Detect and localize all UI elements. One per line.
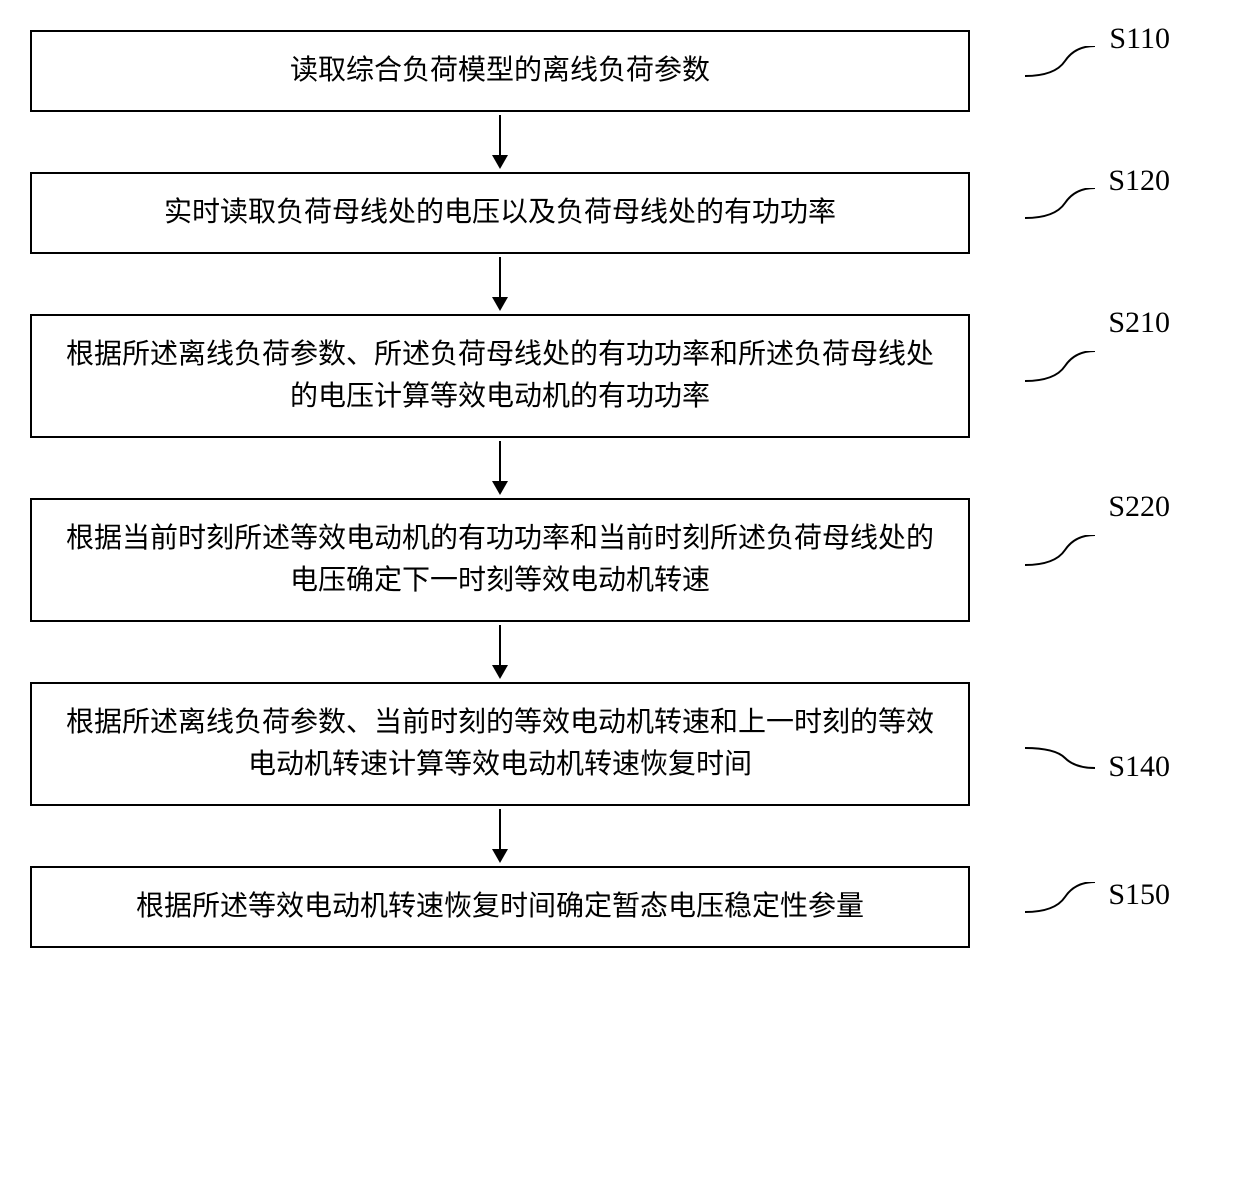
step-row: 读取综合负荷模型的离线负荷参数 S110	[30, 30, 1210, 112]
step-label: S110	[1109, 22, 1170, 56]
arrow-line-icon	[499, 441, 501, 481]
step-text: 根据所述等效电动机转速恢复时间确定暂态电压稳定性参量	[136, 891, 864, 922]
step-text: 根据所述离线负荷参数、当前时刻的等效电动机转速和上一时刻的等效电动机转速计算等效…	[66, 707, 934, 780]
step-row: 实时读取负荷母线处的电压以及负荷母线处的有功功率 S120	[30, 172, 1210, 254]
step-box-s150: 根据所述等效电动机转速恢复时间确定暂态电压稳定性参量	[30, 866, 970, 948]
arrow-head-icon	[492, 155, 508, 169]
arrow-connector	[492, 622, 508, 682]
leader-curve-icon	[1025, 535, 1095, 575]
arrow-head-icon	[492, 297, 508, 311]
leader-curve-icon	[1025, 882, 1095, 922]
step-row: 根据所述离线负荷参数、当前时刻的等效电动机转速和上一时刻的等效电动机转速计算等效…	[30, 682, 1210, 806]
step-text: 读取综合负荷模型的离线负荷参数	[290, 55, 710, 86]
arrow-head-icon	[492, 849, 508, 863]
leader-curve-icon	[1025, 351, 1095, 391]
step-row: 根据所述等效电动机转速恢复时间确定暂态电压稳定性参量 S150	[30, 866, 1210, 948]
step-box-s110: 读取综合负荷模型的离线负荷参数	[30, 30, 970, 112]
step-text: 根据所述离线负荷参数、所述负荷母线处的有功功率和所述负荷母线处的电压计算等效电动…	[66, 339, 934, 412]
step-label: S210	[1108, 306, 1170, 340]
step-box-s120: 实时读取负荷母线处的电压以及负荷母线处的有功功率	[30, 172, 970, 254]
arrow-connector	[492, 254, 508, 314]
leader-curve-icon	[1025, 46, 1095, 86]
arrow-line-icon	[499, 115, 501, 155]
arrow-connector	[492, 438, 508, 498]
arrow-line-icon	[499, 257, 501, 297]
arrow-connector	[492, 806, 508, 866]
leader-curve-icon	[1025, 738, 1095, 778]
step-label: S150	[1108, 878, 1170, 912]
arrow-head-icon	[492, 665, 508, 679]
arrow-head-icon	[492, 481, 508, 495]
step-box-s210: 根据所述离线负荷参数、所述负荷母线处的有功功率和所述负荷母线处的电压计算等效电动…	[30, 314, 970, 438]
arrow-line-icon	[499, 625, 501, 665]
leader-curve-icon	[1025, 188, 1095, 228]
step-box-s220: 根据当前时刻所述等效电动机的有功功率和当前时刻所述负荷母线处的电压确定下一时刻等…	[30, 498, 970, 622]
step-text: 实时读取负荷母线处的电压以及负荷母线处的有功功率	[164, 197, 836, 228]
step-row: 根据所述离线负荷参数、所述负荷母线处的有功功率和所述负荷母线处的电压计算等效电动…	[30, 314, 1210, 438]
arrow-connector	[492, 112, 508, 172]
step-box-s140: 根据所述离线负荷参数、当前时刻的等效电动机转速和上一时刻的等效电动机转速计算等效…	[30, 682, 970, 806]
step-label: S140	[1108, 750, 1170, 784]
step-label: S220	[1108, 490, 1170, 524]
step-row: 根据当前时刻所述等效电动机的有功功率和当前时刻所述负荷母线处的电压确定下一时刻等…	[30, 498, 1210, 622]
step-label: S120	[1108, 164, 1170, 198]
arrow-line-icon	[499, 809, 501, 849]
flowchart-container: 读取综合负荷模型的离线负荷参数 S110 实时读取负荷母线处的电压以及负荷母线处…	[30, 30, 1210, 948]
step-text: 根据当前时刻所述等效电动机的有功功率和当前时刻所述负荷母线处的电压确定下一时刻等…	[66, 523, 934, 596]
